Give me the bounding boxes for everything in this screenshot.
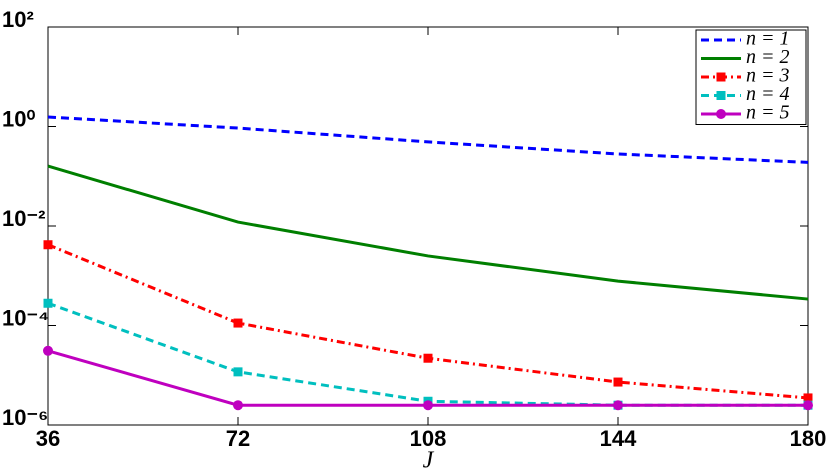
legend-label: n = 2 — [746, 46, 790, 68]
legend-label: n = 4 — [746, 83, 790, 105]
legend-marker — [716, 91, 726, 100]
y-tick-label: 10⁻⁴ — [2, 305, 49, 330]
y-tick-label: 10⁻⁶ — [2, 405, 48, 430]
marker — [233, 318, 243, 328]
marker — [233, 367, 243, 377]
y-tick-label: 10⁻² — [2, 206, 45, 231]
legend-marker — [716, 72, 726, 82]
plot-frame — [47, 26, 809, 426]
marker — [423, 400, 433, 411]
marker — [423, 353, 433, 363]
marker — [613, 400, 623, 411]
legend-label: n = 5 — [746, 102, 790, 124]
x-axis-label: J — [423, 448, 435, 473]
y-tick-label: 10² — [2, 7, 34, 32]
marker — [43, 298, 53, 308]
legend-label: n = 1 — [746, 28, 790, 50]
x-tick-label: 108 — [410, 426, 447, 451]
x-tick-label: 180 — [790, 426, 827, 451]
x-tick-label: 72 — [226, 426, 250, 451]
series-line — [47, 243, 809, 400]
series-line — [47, 115, 809, 164]
y-tick-label: 10⁰ — [2, 106, 35, 131]
series-line — [47, 164, 809, 301]
legend-marker — [716, 109, 726, 119]
x-tick-label: 36 — [36, 426, 60, 451]
marker — [613, 377, 623, 387]
marker — [803, 400, 813, 411]
marker — [233, 400, 243, 411]
marker — [43, 345, 53, 356]
x-tick-label: 144 — [600, 426, 637, 451]
marker — [803, 393, 813, 403]
marker — [43, 240, 53, 250]
legend-label: n = 3 — [746, 65, 790, 87]
